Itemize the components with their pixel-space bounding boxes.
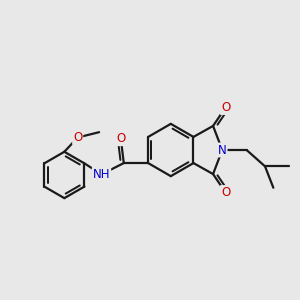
Text: O: O (116, 132, 125, 145)
Text: O: O (73, 131, 82, 144)
Text: N: N (218, 143, 226, 157)
Text: O: O (221, 101, 230, 114)
Text: O: O (221, 186, 230, 199)
Text: NH: NH (93, 168, 110, 181)
